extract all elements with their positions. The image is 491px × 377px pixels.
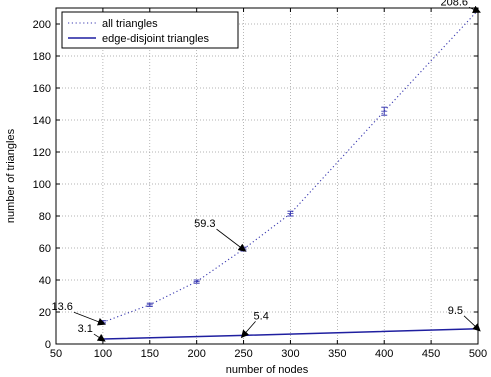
annotation: 3.1: [78, 323, 106, 342]
annotation-arrow: [240, 321, 256, 339]
y-tick-label: 20: [39, 307, 51, 319]
annotation-arrow: [468, 5, 481, 13]
y-tick-label: 140: [33, 115, 51, 127]
x-tick-label: 450: [422, 348, 440, 360]
y-tick-label: 180: [33, 51, 51, 63]
axis-ticks: 50 100 150 200 250 300 350 400 450 500 0 20 40 60 80 10…: [33, 8, 487, 360]
annotation-label: 13.6: [51, 301, 72, 313]
x-tick-label: 350: [328, 348, 346, 360]
x-tick-label: 200: [187, 348, 205, 360]
y-tick-label: 100: [33, 179, 51, 191]
x-tick-label: 150: [141, 348, 159, 360]
y-tick-label: 0: [45, 339, 51, 351]
y-tick-label: 160: [33, 83, 51, 95]
y-tick-label: 200: [33, 19, 51, 31]
y-axis-title: number of triangles: [5, 128, 17, 223]
x-tick-label: 500: [469, 348, 487, 360]
annotation: 208.6: [440, 0, 481, 13]
annotation: 13.6: [51, 301, 106, 326]
legend-label: all triangles: [102, 18, 158, 30]
annotation: 5.4: [240, 310, 269, 339]
series-line-1: [102, 328, 479, 340]
series-layer: [99, 9, 479, 340]
annotation-arrow: [93, 333, 106, 342]
error-bar: [287, 210, 294, 217]
y-tick-label: 40: [39, 275, 51, 287]
x-tick-label: 50: [50, 348, 62, 360]
x-tick-label: 250: [234, 348, 252, 360]
x-tick-label: 400: [375, 348, 393, 360]
annotation-arrow: [463, 315, 481, 332]
annotation: 9.5: [448, 305, 481, 332]
x-axis-title: number of nodes: [226, 364, 309, 376]
annotations: 13.6 3.1 59.3 5.4 9.5 208.6: [51, 0, 481, 342]
error-bar: [193, 279, 200, 284]
legend-label: edge-disjoint triangles: [102, 33, 210, 45]
annotation-label: 5.4: [254, 310, 269, 322]
annotation-label: 3.1: [78, 323, 93, 335]
legend-box: [61, 11, 239, 49]
annotation-label: 59.3: [194, 218, 215, 230]
grid: [56, 8, 478, 344]
error-bar: [381, 106, 388, 116]
y-tick-label: 80: [39, 211, 51, 223]
x-tick-label: 100: [94, 348, 112, 360]
y-tick-label: 60: [39, 243, 51, 255]
annotation-arrow: [73, 311, 106, 326]
legend: all triangles edge-disjoint triangles: [61, 11, 239, 49]
annotation: 59.3: [194, 218, 247, 252]
plot-frame: [55, 7, 479, 345]
x-tick-label: 300: [281, 348, 299, 360]
annotation-label: 208.6: [440, 0, 468, 8]
annotation-arrow: [216, 228, 247, 252]
annotation-label: 9.5: [448, 305, 463, 317]
error-bar: [146, 302, 153, 307]
y-tick-label: 120: [33, 147, 51, 159]
